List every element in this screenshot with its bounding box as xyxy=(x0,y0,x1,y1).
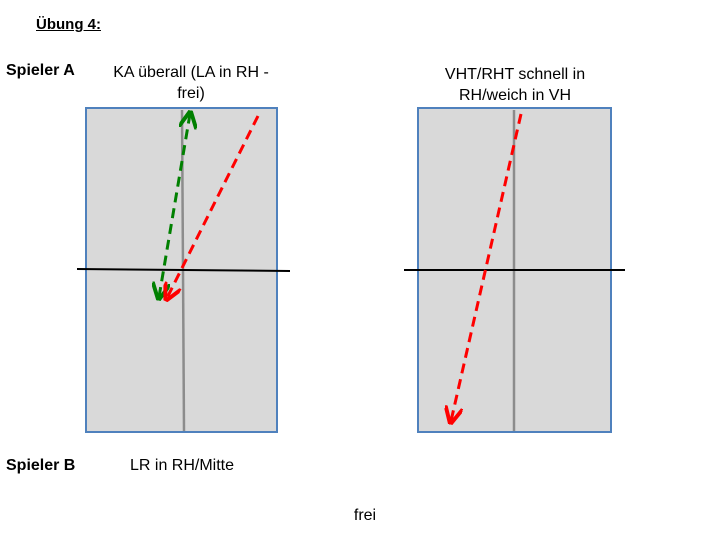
player-a-label: Spieler A xyxy=(6,62,75,79)
player-b-label: Spieler B xyxy=(6,457,76,474)
right-table xyxy=(404,107,625,433)
left-caption-line-1: KA überall (LA in RH - xyxy=(113,64,269,81)
left-table xyxy=(76,107,291,433)
left-caption-line-2: frei) xyxy=(177,85,205,102)
right-red-arrow xyxy=(451,113,523,421)
left-red-arrow xyxy=(167,115,260,298)
player-b-instruction: LR in RH/Mitte xyxy=(130,457,235,474)
exercise-title: Übung 4: xyxy=(36,16,101,33)
right-table-caption: VHT/RHT schnell in RH/weich in VH xyxy=(420,64,610,106)
right-caption-line-2: RH/weich in VH xyxy=(458,87,572,104)
footer-note: frei xyxy=(353,507,377,524)
left-table-caption: KA überall (LA in RH - frei) xyxy=(96,62,286,104)
right-caption-line-1: VHT/RHT schnell in xyxy=(444,66,586,83)
